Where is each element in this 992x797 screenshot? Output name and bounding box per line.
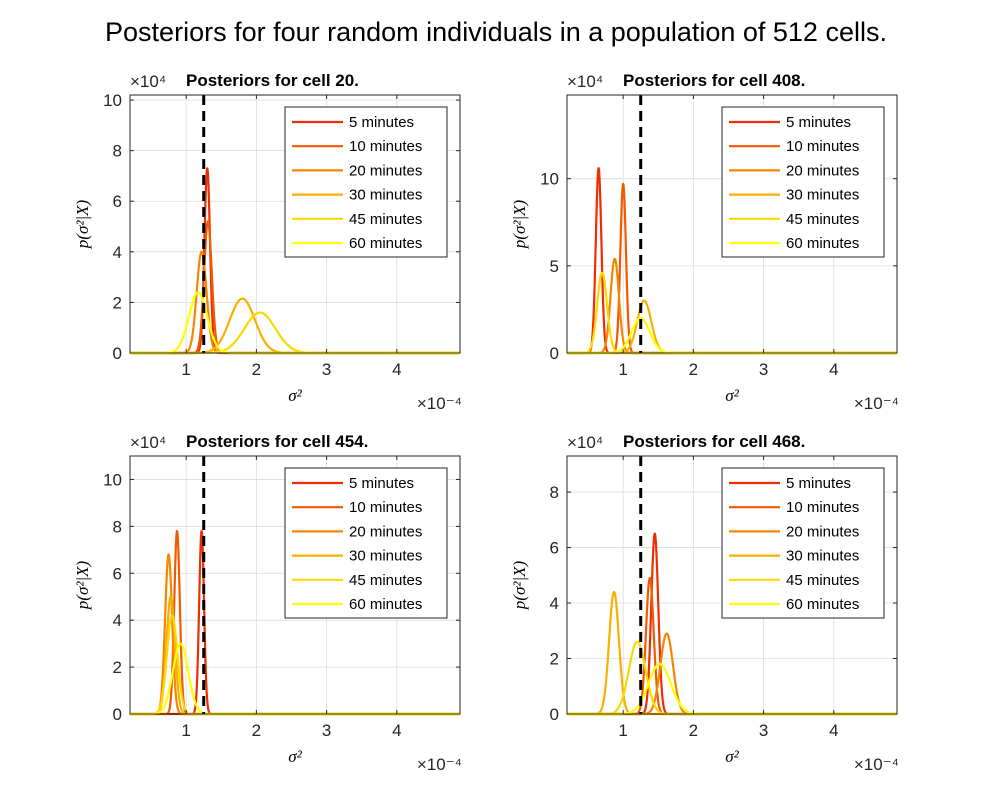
legend-box bbox=[284, 106, 448, 258]
legend-entry: 10 minutes bbox=[786, 499, 859, 516]
y-tick-label: 4 bbox=[113, 611, 122, 630]
axes-box bbox=[129, 455, 461, 715]
legend-entry: 45 minutes bbox=[349, 572, 422, 589]
x-axis-label: σ² bbox=[725, 386, 739, 405]
legend-box bbox=[721, 467, 885, 619]
legend-entry: 20 minutes bbox=[349, 162, 422, 179]
figure-suptitle: Posteriors for four random individuals i… bbox=[105, 17, 887, 47]
y-tick-label: 5 bbox=[550, 257, 559, 276]
x-tick-label: 1 bbox=[618, 721, 627, 740]
y-tick-label: 2 bbox=[113, 293, 122, 312]
subplot-2: 1 2 3 4 0 5 10 ×10⁴ ×10⁻⁴ Posteriors for cell 408… bbox=[510, 71, 899, 413]
y-tick-label: 6 bbox=[113, 564, 122, 583]
legend-entry: 30 minutes bbox=[786, 548, 859, 565]
y-axis-label: p(σ²|X) bbox=[73, 560, 92, 610]
legend-entry: 60 minutes bbox=[786, 235, 859, 252]
subplot-1: 1 2 3 4 0 2 4 6 8 10 ×10⁴ ×10⁻⁴ Posteriors for cell … bbox=[73, 71, 462, 413]
axes-box bbox=[566, 94, 898, 354]
legend-box bbox=[721, 106, 885, 258]
x-tick-label: 1 bbox=[181, 360, 190, 379]
x-axis-label: σ² bbox=[288, 386, 302, 405]
x-tick-label: 2 bbox=[689, 721, 698, 740]
legend: 5 minutes 10 minutes 20 minutes 30 minutes 4… bbox=[721, 467, 885, 619]
y-axis-label: p(σ²|X) bbox=[510, 199, 529, 249]
y-tick-label: 2 bbox=[550, 650, 559, 669]
legend-box bbox=[284, 467, 448, 619]
y-exponent-label: ×10⁴ bbox=[130, 433, 166, 452]
y-tick-label: 8 bbox=[113, 142, 122, 161]
y-tick-label: 4 bbox=[550, 594, 559, 613]
subplot-title: Posteriors for cell 468. bbox=[623, 432, 805, 451]
x-axis-label: σ² bbox=[288, 747, 302, 766]
x-exponent-label: ×10⁻⁴ bbox=[417, 394, 462, 413]
legend: 5 minutes 10 minutes 20 minutes 30 minutes 4… bbox=[284, 467, 448, 619]
y-tick-label: 0 bbox=[550, 344, 559, 363]
legend-entry: 10 minutes bbox=[349, 499, 422, 516]
x-tick-label: 3 bbox=[322, 360, 331, 379]
x-tick-label: 3 bbox=[759, 721, 768, 740]
axes-box bbox=[566, 455, 898, 715]
legend-entry: 30 minutes bbox=[786, 187, 859, 204]
y-axis-label: p(σ²|X) bbox=[510, 560, 529, 610]
x-tick-label: 2 bbox=[252, 360, 261, 379]
subplot-3: 1 2 3 4 0 2 4 6 8 10 ×10⁴ ×10⁻⁴ Posteriors for cell … bbox=[73, 432, 462, 774]
y-tick-label: 2 bbox=[113, 658, 122, 677]
x-tick-label: 4 bbox=[829, 721, 838, 740]
legend-entry: 5 minutes bbox=[349, 114, 414, 131]
y-exponent-label: ×10⁴ bbox=[567, 72, 603, 91]
x-tick-label: 4 bbox=[392, 721, 401, 740]
x-tick-label: 3 bbox=[322, 721, 331, 740]
legend: 5 minutes 10 minutes 20 minutes 30 minutes 4… bbox=[284, 106, 448, 258]
x-exponent-label: ×10⁻⁴ bbox=[854, 394, 899, 413]
legend: 5 minutes 10 minutes 20 minutes 30 minutes 4… bbox=[721, 106, 885, 258]
y-tick-label: 10 bbox=[103, 470, 122, 489]
y-exponent-label: ×10⁴ bbox=[130, 72, 166, 91]
y-exponent-label: ×10⁴ bbox=[567, 433, 603, 452]
y-axis-label: p(σ²|X) bbox=[73, 199, 92, 249]
y-tick-label: 6 bbox=[550, 539, 559, 558]
legend-entry: 10 minutes bbox=[349, 138, 422, 155]
legend-entry: 5 minutes bbox=[786, 475, 851, 492]
legend-entry: 45 minutes bbox=[349, 211, 422, 228]
y-tick-label: 8 bbox=[113, 517, 122, 536]
legend-entry: 60 minutes bbox=[786, 596, 859, 613]
legend-entry: 20 minutes bbox=[349, 523, 422, 540]
x-tick-label: 4 bbox=[392, 360, 401, 379]
legend-entry: 30 minutes bbox=[349, 548, 422, 565]
x-exponent-label: ×10⁻⁴ bbox=[417, 755, 462, 774]
legend-entry: 45 minutes bbox=[786, 572, 859, 589]
x-tick-label: 1 bbox=[618, 360, 627, 379]
y-tick-label: 8 bbox=[550, 483, 559, 502]
subplot-title: Posteriors for cell 408. bbox=[623, 71, 805, 90]
y-tick-label: 0 bbox=[113, 705, 122, 724]
x-tick-label: 2 bbox=[689, 360, 698, 379]
legend-entry: 10 minutes bbox=[786, 138, 859, 155]
subplot-4: 1 2 3 4 0 2 4 6 8 ×10⁴ ×10⁻⁴ Posteriors for cell 46… bbox=[510, 432, 899, 774]
x-tick-label: 1 bbox=[181, 721, 190, 740]
legend-entry: 60 minutes bbox=[349, 596, 422, 613]
x-tick-label: 4 bbox=[829, 360, 838, 379]
y-tick-label: 4 bbox=[113, 243, 122, 262]
legend-entry: 20 minutes bbox=[786, 523, 859, 540]
legend-entry: 5 minutes bbox=[786, 114, 851, 131]
x-tick-label: 2 bbox=[252, 721, 261, 740]
x-tick-label: 3 bbox=[759, 360, 768, 379]
y-tick-label: 0 bbox=[550, 705, 559, 724]
x-exponent-label: ×10⁻⁴ bbox=[854, 755, 899, 774]
legend-entry: 30 minutes bbox=[349, 187, 422, 204]
y-tick-label: 10 bbox=[540, 170, 559, 189]
legend-entry: 45 minutes bbox=[786, 211, 859, 228]
legend-entry: 20 minutes bbox=[786, 162, 859, 179]
legend-entry: 5 minutes bbox=[349, 475, 414, 492]
y-tick-label: 6 bbox=[113, 192, 122, 211]
y-tick-label: 0 bbox=[113, 344, 122, 363]
subplot-title: Posteriors for cell 20. bbox=[186, 71, 359, 90]
subplot-title: Posteriors for cell 454. bbox=[186, 432, 368, 451]
x-axis-label: σ² bbox=[725, 747, 739, 766]
y-tick-label: 10 bbox=[103, 91, 122, 110]
legend-entry: 60 minutes bbox=[349, 235, 422, 252]
axes-box bbox=[129, 94, 461, 354]
